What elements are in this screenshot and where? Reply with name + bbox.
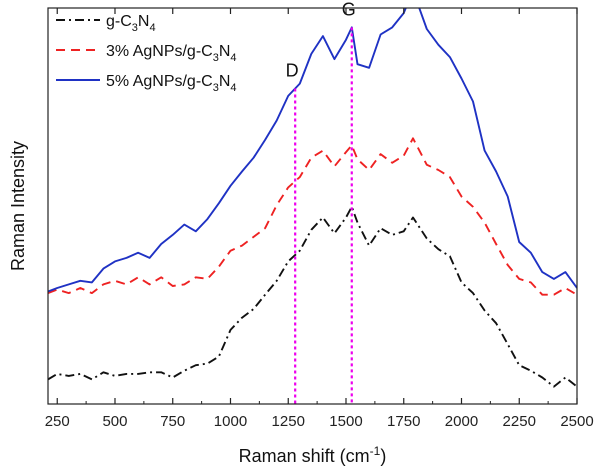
legend: g-C3N4 3% AgNPs/g-C3N4 5% AgNPs/g-C3N4 — [56, 13, 237, 94]
peak-layer: DG — [286, 0, 356, 404]
y-axis-title: Raman Intensity — [8, 141, 28, 271]
legend-label-2: 3% AgNPs/g-C3N4 — [106, 43, 237, 64]
peak-label-d: D — [286, 61, 299, 81]
x-tick-label-1750: 1750 — [387, 413, 420, 430]
x-tick-label-2500: 2500 — [560, 413, 593, 430]
x-tick-label-1500: 1500 — [329, 413, 362, 430]
series-line-1 — [48, 205, 577, 388]
x-tick-label-1250: 1250 — [272, 413, 305, 430]
x-axis-title: Raman shift (cm-1) — [239, 444, 387, 466]
x-tick-label-2250: 2250 — [503, 413, 536, 430]
series-line-3 — [48, 8, 577, 293]
legend-label-1: g-C3N4 — [106, 13, 156, 34]
x-tick-label-2000: 2000 — [445, 413, 478, 430]
x-axis: 250 500 750 1000 1250 1500 1750 2000 2250 2500 — [45, 8, 594, 430]
series-line-2 — [48, 137, 577, 296]
x-tick-label-1000: 1000 — [214, 413, 247, 430]
legend-label-3: 5% AgNPs/g-C3N4 — [106, 73, 237, 94]
peak-label-g: G — [342, 0, 356, 19]
x-tick-label-250: 250 — [45, 413, 70, 430]
plot-frame — [47, 7, 578, 405]
series-layer — [48, 8, 577, 388]
x-tick-label-500: 500 — [102, 413, 127, 430]
x-tick-label-750: 750 — [160, 413, 185, 430]
